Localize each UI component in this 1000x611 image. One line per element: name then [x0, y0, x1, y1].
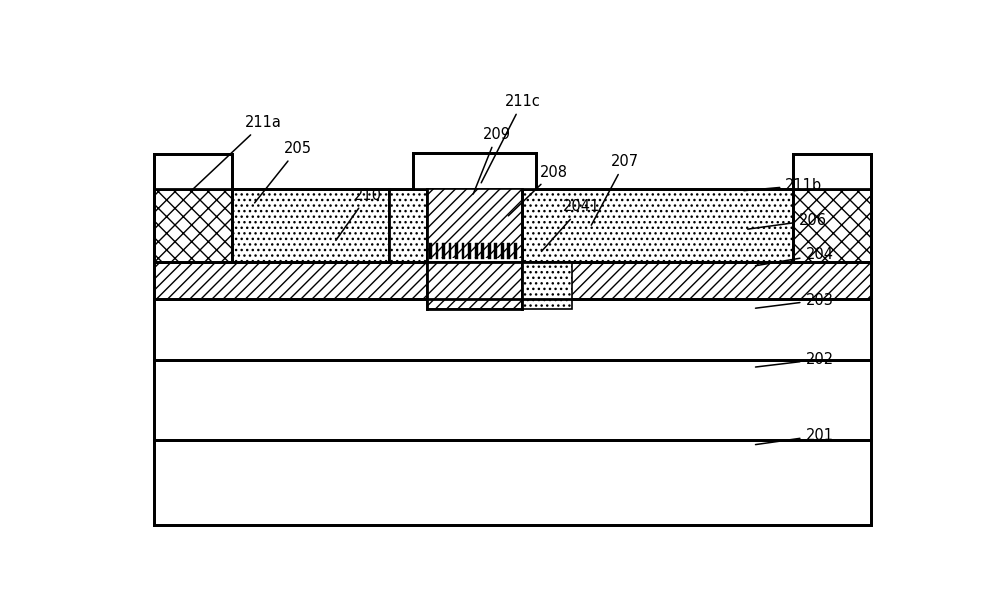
- Bar: [455, 243, 458, 259]
- Text: 209: 209: [473, 127, 511, 194]
- Bar: [154, 154, 232, 189]
- Text: 203: 203: [756, 293, 833, 308]
- Bar: [436, 243, 438, 259]
- Bar: [507, 243, 510, 259]
- Bar: [154, 441, 871, 525]
- Bar: [154, 189, 232, 262]
- Bar: [154, 262, 871, 299]
- Bar: [427, 262, 522, 310]
- Text: 202: 202: [756, 352, 834, 367]
- Text: 206: 206: [748, 213, 827, 229]
- Text: 207: 207: [591, 154, 639, 225]
- Bar: [442, 243, 445, 259]
- Bar: [522, 262, 572, 310]
- Bar: [154, 360, 871, 441]
- Bar: [488, 243, 491, 259]
- Bar: [793, 154, 871, 189]
- Text: 210: 210: [336, 188, 382, 240]
- Bar: [522, 189, 793, 262]
- Bar: [793, 189, 871, 262]
- Bar: [494, 243, 497, 259]
- Bar: [427, 258, 522, 260]
- Text: 2041: 2041: [541, 199, 600, 252]
- Text: 211a: 211a: [191, 115, 282, 191]
- Bar: [154, 299, 871, 360]
- Bar: [413, 153, 536, 189]
- Bar: [475, 243, 478, 259]
- Bar: [462, 243, 464, 259]
- Bar: [427, 189, 522, 310]
- Text: 208: 208: [508, 164, 568, 216]
- Text: 211c: 211c: [481, 94, 541, 183]
- Bar: [468, 243, 471, 259]
- Bar: [429, 243, 432, 259]
- Bar: [481, 243, 484, 259]
- Bar: [501, 243, 504, 259]
- Bar: [232, 189, 388, 262]
- Bar: [449, 243, 451, 259]
- Bar: [514, 243, 517, 259]
- Text: 205: 205: [255, 141, 312, 203]
- Text: 211b: 211b: [744, 178, 822, 193]
- Bar: [388, 189, 427, 262]
- Text: 201: 201: [755, 428, 833, 445]
- Text: 204: 204: [755, 247, 833, 266]
